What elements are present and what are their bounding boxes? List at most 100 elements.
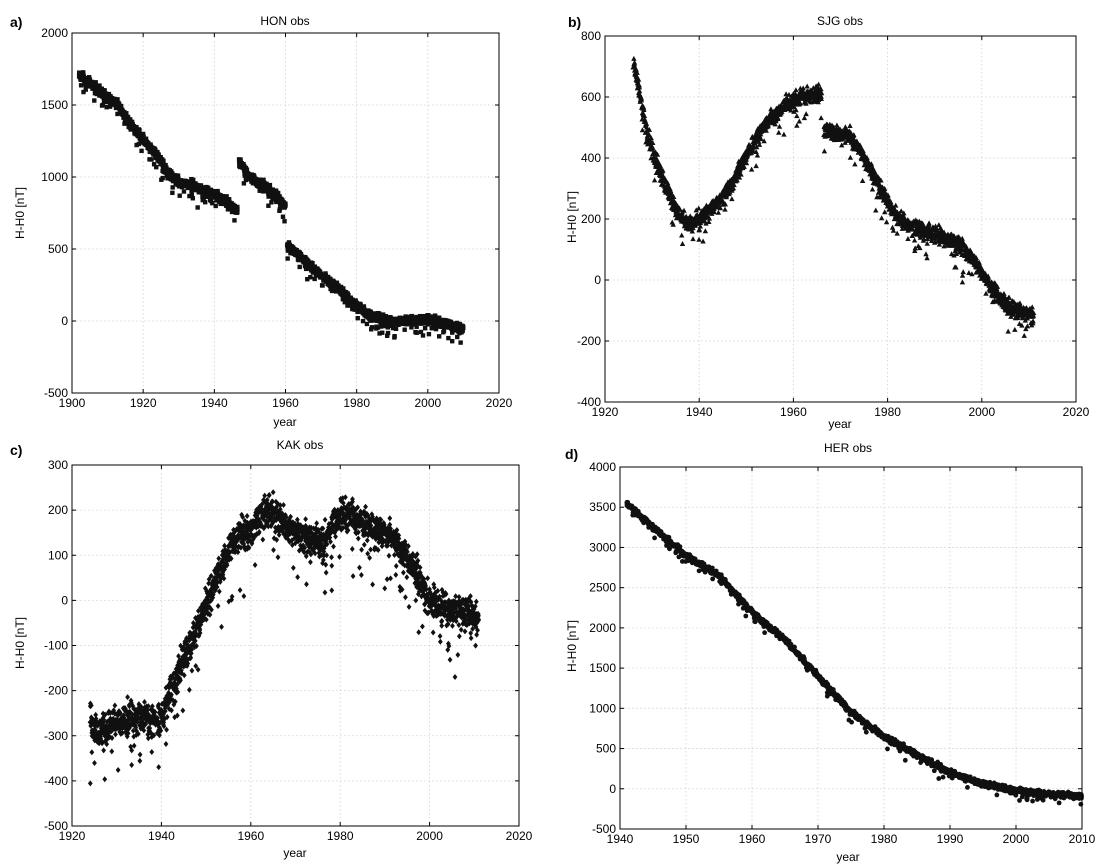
data-point xyxy=(803,111,809,117)
data-point xyxy=(385,330,391,336)
data-point xyxy=(776,123,783,129)
data-point xyxy=(670,221,676,227)
data-point xyxy=(364,321,370,327)
data-point xyxy=(358,302,363,307)
data-point xyxy=(215,188,220,194)
data-point xyxy=(788,102,795,108)
data-point xyxy=(312,276,317,282)
panel-label-c: c) xyxy=(10,442,22,458)
data-point xyxy=(633,66,639,72)
data-point xyxy=(794,122,800,128)
data-point xyxy=(384,333,390,338)
data-point xyxy=(137,757,143,764)
data-series xyxy=(87,489,482,787)
data-point xyxy=(765,123,771,129)
data-point xyxy=(717,205,724,211)
data-point xyxy=(129,761,135,768)
data-point xyxy=(753,163,759,169)
data-point xyxy=(261,177,266,183)
data-point xyxy=(776,129,782,135)
data-point xyxy=(703,220,709,226)
data-point xyxy=(232,218,237,223)
data-point xyxy=(93,80,98,85)
data-point xyxy=(409,325,414,330)
x-tick-label: 2000 xyxy=(968,405,995,419)
data-point xyxy=(195,205,200,210)
data-point xyxy=(761,138,767,144)
y-tick-label: 0 xyxy=(594,273,601,287)
data-point xyxy=(109,748,115,755)
data-point xyxy=(118,103,124,109)
data-point xyxy=(748,166,755,172)
data-point xyxy=(203,199,208,205)
y-tick-label: 2000 xyxy=(41,26,68,40)
data-point xyxy=(797,100,804,106)
x-axis-label-a: year xyxy=(273,415,296,429)
data-point xyxy=(137,127,142,133)
data-point xyxy=(756,141,763,147)
y-tick-label: 1500 xyxy=(41,98,68,112)
x-tick-label: 1960 xyxy=(780,405,807,419)
data-point xyxy=(458,340,463,345)
data-point xyxy=(883,219,890,225)
data-point xyxy=(308,275,313,280)
data-point xyxy=(651,177,658,183)
data-point xyxy=(102,776,108,783)
data-point xyxy=(729,196,735,202)
panel-a: a) HON obs year H-H0 [nT] 1900 1920 1940 19… xyxy=(10,14,513,429)
y-tick-label: 800 xyxy=(581,29,601,43)
data-point xyxy=(378,324,384,329)
data-point xyxy=(266,203,271,208)
data-point xyxy=(355,315,360,321)
data-point xyxy=(201,196,206,201)
data-point xyxy=(213,203,218,209)
data-point xyxy=(277,206,283,212)
data-point xyxy=(375,325,381,330)
data-point xyxy=(115,97,120,102)
data-point xyxy=(125,694,130,701)
data-point xyxy=(697,223,704,229)
data-point xyxy=(736,174,743,180)
data-point xyxy=(414,330,419,335)
data-point xyxy=(706,215,713,221)
data-point xyxy=(878,215,885,221)
data-point xyxy=(101,747,107,754)
panel-c: c) KAK obs year H-H0 [nT] 1920 1940 1960 19… xyxy=(10,438,533,860)
x-tick-label: 2000 xyxy=(414,396,441,410)
data-point xyxy=(131,742,137,749)
data-point xyxy=(793,87,799,93)
data-point xyxy=(960,269,966,275)
data-point xyxy=(97,83,102,88)
data-series xyxy=(76,70,466,345)
data-point xyxy=(636,88,643,94)
data-point xyxy=(235,209,240,215)
y-tick-label: -400 xyxy=(577,395,601,409)
x-tick-label: 2020 xyxy=(486,396,513,410)
data-point xyxy=(646,132,652,138)
data-point xyxy=(460,328,465,334)
data-point xyxy=(310,260,315,266)
data-point xyxy=(741,163,747,169)
data-point xyxy=(115,111,120,117)
data-series xyxy=(630,55,1037,338)
data-point xyxy=(323,273,329,278)
data-point xyxy=(781,131,787,137)
data-point xyxy=(455,334,460,340)
data-point xyxy=(665,180,671,186)
data-point xyxy=(755,138,762,144)
data-point xyxy=(81,89,86,95)
y-tick-label: 400 xyxy=(581,151,601,165)
data-point xyxy=(796,118,803,124)
y-tick-label: -500 xyxy=(44,386,68,400)
data-point xyxy=(1012,326,1018,332)
data-point xyxy=(677,206,683,212)
data-point xyxy=(104,105,109,110)
data-point xyxy=(161,158,166,164)
x-axis-label-c: year xyxy=(283,846,306,860)
data-point xyxy=(360,318,366,324)
data-point xyxy=(206,185,211,190)
data-point xyxy=(275,190,281,196)
data-point xyxy=(693,207,699,213)
data-point xyxy=(804,83,810,89)
x-tick-label: 1980 xyxy=(343,396,370,410)
